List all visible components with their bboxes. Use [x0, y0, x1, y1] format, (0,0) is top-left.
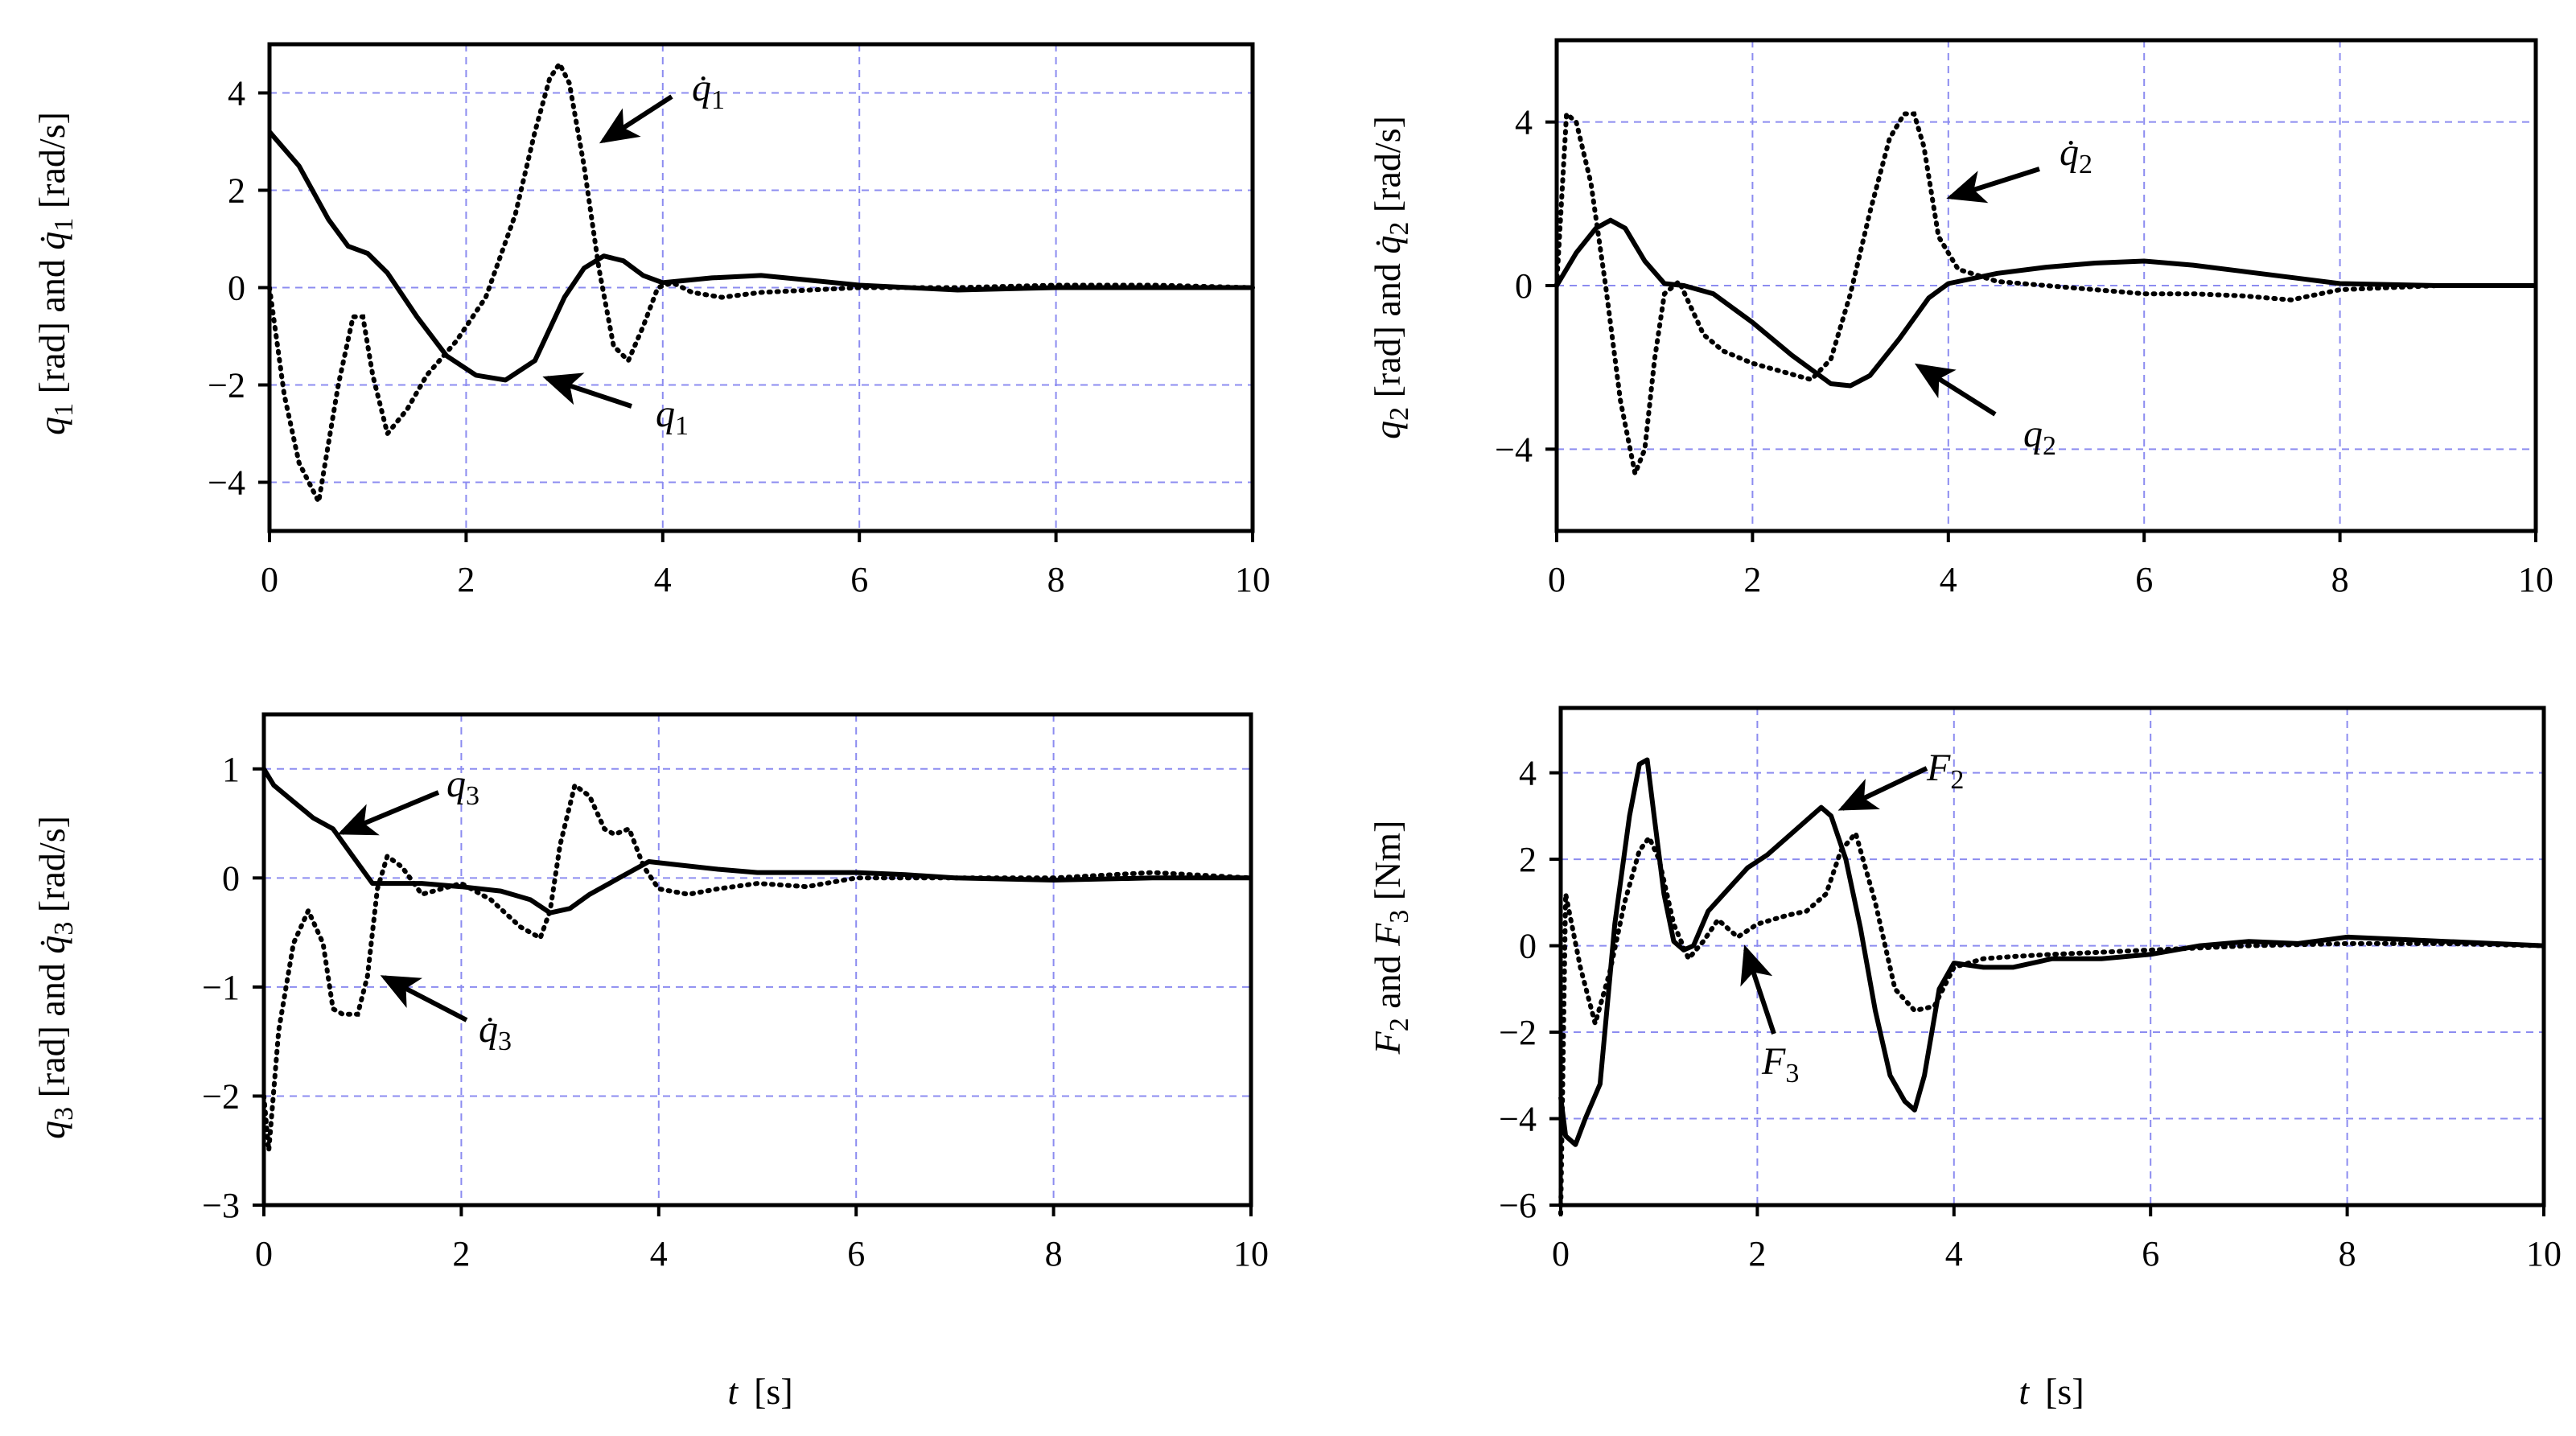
panel-q3-series — [261, 767, 1253, 1151]
annotation-q2-arrow — [1914, 363, 1997, 417]
panel-q3-frame — [261, 712, 1253, 1208]
annotation-q3dot-arrow — [380, 975, 468, 1022]
panel-q1-grid — [270, 44, 1253, 531]
annotation-q1dot-arrow — [599, 94, 673, 144]
annotation-F3-label: F3 — [1761, 1040, 1799, 1088]
series-line-q3-rate — [261, 781, 1253, 1151]
panel-q1: q1 [rad] and q̇1 [rad/s] 0 2 4 6 8 10−4−2024 … — [31, 42, 1270, 600]
annotation-q1-label: q1 — [656, 393, 689, 441]
annotation-q1: q1 — [542, 372, 689, 441]
x-tick-label: 0 — [1552, 1234, 1570, 1273]
series-line-F-rate — [1558, 828, 2546, 1216]
x-axis-label-left: t [s] — [727, 1371, 792, 1412]
series-line-q2-value — [1554, 217, 2536, 389]
x-tick-label: 4 — [650, 1234, 668, 1273]
y-tick-label: 4 — [228, 74, 245, 113]
y-tick-label: −1 — [202, 968, 240, 1007]
y-tick-label: 0 — [228, 269, 245, 308]
x-tick-label: 2 — [457, 560, 475, 599]
y-tick-label: 2 — [228, 171, 245, 211]
y-tick-label: −4 — [1499, 1100, 1537, 1139]
y-tick-label: 0 — [1519, 927, 1537, 966]
annotation-q1dot-label: q̇1 — [692, 67, 725, 115]
x-tick-label: 6 — [850, 560, 868, 599]
panel-F-ylabel: F2 and F3 [Nm] — [1367, 821, 1414, 1055]
y-tick-label: 2 — [1519, 840, 1537, 879]
y-tick-label: −3 — [202, 1186, 240, 1225]
annotation-F3: F3 — [1740, 944, 1799, 1088]
annotation-q2dot: q̇2 — [1946, 131, 2092, 204]
annotation-q2dot-arrow — [1946, 167, 2040, 204]
y-tick-label: 1 — [222, 750, 240, 789]
x-tick-label: 8 — [1045, 1234, 1063, 1273]
y-tick-label: −4 — [1495, 430, 1533, 469]
x-tick-label: 2 — [452, 1234, 470, 1273]
x-tick-label: 6 — [2142, 1234, 2159, 1273]
x-tick-label: 8 — [2339, 1234, 2356, 1273]
panel-q1-ticks: 0 2 4 6 8 10 −4 −2 0 2 4 — [208, 74, 1270, 600]
panel-F: F2 and F3 [Nm] 0 2 4 6 8 10 −6 −4 −2 0 2 4 F2 F3 — [1367, 706, 2562, 1273]
x-tick-label: 10 — [2526, 1234, 2562, 1273]
panel-q1-series — [267, 59, 1255, 510]
annotation-q3-arrow — [337, 790, 440, 836]
x-tick-label: 8 — [2331, 560, 2349, 599]
y-tick-label: 4 — [1519, 754, 1537, 793]
y-tick-label: 0 — [222, 858, 240, 898]
annotation-q2dot-label: q̇2 — [2060, 131, 2092, 179]
y-tick-label: −2 — [202, 1076, 240, 1116]
x-tick-label: 0 — [255, 1234, 273, 1273]
x-tick-label: 4 — [1940, 560, 1957, 599]
annotation-q2: q2 — [1914, 363, 2056, 461]
y-tick-label: 0 — [1515, 266, 1533, 306]
annotation-q1-arrow — [542, 372, 632, 409]
panel-q3-ylabel: q3 [rad] and q̇3 [rad/s] — [31, 816, 79, 1139]
panel-q2: q2 [rad] and q̇2 [rad/s] 0 2 4 6 8 10 −4 0 4 q̇2… — [1367, 38, 2553, 599]
y-tick-label: −2 — [208, 366, 245, 405]
panel-q2-ylabel: q2 [rad] and q̇2 [rad/s] — [1367, 116, 1414, 439]
panel-F-ticks: 0 2 4 6 8 10 −6 −4 −2 0 2 4 — [1499, 754, 2562, 1273]
annotation-q3dot-label: q̇3 — [479, 1008, 512, 1056]
annotation-q3dot: q̇3 — [380, 975, 512, 1056]
x-tick-label: 4 — [1945, 1234, 1963, 1273]
x-tick-label: 6 — [2135, 560, 2153, 599]
x-tick-label: 4 — [654, 560, 672, 599]
y-tick-label: −6 — [1499, 1186, 1537, 1225]
x-tick-label: 0 — [261, 560, 278, 599]
annotation-F3-arrow — [1740, 944, 1776, 1035]
panel-q1-ylabel: q1 [rad] and q̇1 [rad/s] — [31, 112, 79, 435]
x-tick-label: 6 — [847, 1234, 865, 1273]
x-tick-label: 10 — [2518, 560, 2553, 599]
x-axis-label-right: t [s] — [2018, 1371, 2084, 1412]
panel-q2-series — [1554, 109, 2538, 483]
panel-F-frame — [1558, 706, 2546, 1208]
x-tick-label: 10 — [1233, 1234, 1269, 1273]
y-tick-label: 4 — [1515, 103, 1533, 142]
annotation-q3-label: q3 — [446, 763, 479, 811]
series-line-q1-value — [267, 130, 1253, 383]
y-tick-label: −2 — [1499, 1013, 1537, 1052]
panel-q3-ticks: 0 2 4 6 8 10 −3 −2 −1 0 1 — [202, 750, 1269, 1273]
panel-q3-grid — [264, 714, 1251, 1205]
annotation-F2-label: F2 — [1926, 747, 1964, 795]
series-line-q1-rate — [267, 59, 1255, 510]
x-tick-label: 10 — [1235, 560, 1270, 599]
annotation-q2-label: q2 — [2023, 413, 2056, 461]
panel-q3: q3 [rad] and q̇3 [rad/s] 0 2 4 6 8 10 −3 −2 −1 0 1… — [31, 712, 1269, 1273]
annotation-q1dot: q̇1 — [599, 67, 725, 144]
x-tick-label: 2 — [1748, 1234, 1766, 1273]
y-tick-label: −4 — [208, 463, 245, 503]
series-line-F-value — [1558, 757, 2545, 1147]
annotation-F2: F2 — [1837, 747, 1964, 811]
annotation-F2-arrow — [1837, 766, 1928, 811]
x-tick-label: 0 — [1548, 560, 1566, 599]
panel-F-series — [1558, 757, 2546, 1216]
x-tick-label: 2 — [1743, 560, 1761, 599]
panel-q2-ticks: 0 2 4 6 8 10 −4 0 4 — [1495, 103, 2553, 599]
annotation-q3: q3 — [337, 763, 479, 836]
series-line-q3-value — [261, 767, 1251, 916]
x-tick-label: 8 — [1047, 560, 1065, 599]
series-line-q2-rate — [1554, 109, 2538, 483]
